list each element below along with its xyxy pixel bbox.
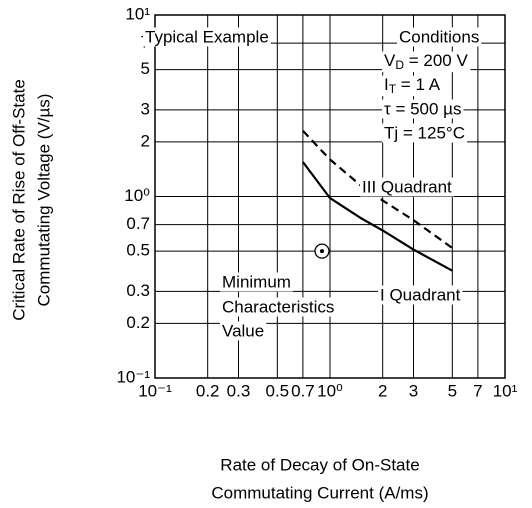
label-background: [360, 177, 455, 197]
label-background: [382, 99, 464, 119]
label-background: [382, 75, 443, 97]
label-background: [220, 297, 337, 317]
annotation: Tj = 125°C: [384, 123, 465, 142]
annotation-part: D: [395, 58, 404, 72]
annotation: Minimum: [222, 272, 291, 291]
label-background: [397, 27, 482, 47]
marks: [302, 130, 453, 272]
y-tick-label: 0.3: [126, 281, 150, 300]
x-tick-label: 0.5: [265, 381, 289, 400]
annotation: Typical Example: [145, 27, 269, 46]
annotation: IT = 1 A: [384, 75, 441, 96]
label-background: [382, 51, 471, 73]
label-background: [143, 27, 271, 47]
y-tick-label: 10⁻¹: [116, 367, 150, 386]
series-label: III Quadrant: [362, 177, 452, 196]
x-tick-label: 0.2: [196, 381, 220, 400]
y-axis-label: Critical Rate of Rise of Off-State: [9, 79, 28, 321]
y-tick-label: 5: [141, 59, 150, 78]
annotation-part: T: [389, 82, 397, 96]
annotation-part: V: [384, 51, 396, 70]
label-background: [382, 123, 467, 143]
series-label: I Quadrant: [380, 285, 461, 304]
annotation-part: = 1 A: [396, 75, 441, 94]
x-tick-label: 10⁻¹: [138, 381, 172, 400]
annotation: Conditions: [399, 27, 479, 46]
y-axis-label: Commutating Voltage (V/µs): [34, 94, 53, 307]
x-tick-label: 7: [473, 381, 482, 400]
y-tick-label: 10⁰: [124, 186, 150, 205]
annotation-part: = 200 V: [404, 51, 468, 70]
y-tick-label: 2: [141, 131, 150, 150]
x-tick-label: 10⁰: [317, 381, 343, 400]
label-background: [378, 285, 463, 305]
annotation: VD = 200 V: [384, 51, 468, 72]
y-tick-label: 0.7: [126, 214, 150, 233]
annotation: Value: [222, 321, 264, 340]
label-background: [220, 321, 267, 341]
label-background: [220, 272, 293, 292]
marker-dot: [319, 249, 324, 254]
x-tick-label: 5: [448, 381, 457, 400]
annotation: τ = 500 µs: [384, 99, 461, 118]
x-tick-label: 0.7: [291, 381, 315, 400]
y-tick-label: 10¹: [125, 4, 150, 23]
y-tick-label: 3: [141, 99, 150, 118]
x-tick-label: 10¹: [493, 381, 518, 400]
x-axis-label: Rate of Decay of On-State: [220, 455, 419, 474]
annotation-part: I: [384, 75, 389, 94]
plot-frame: [154, 14, 506, 379]
annotation: Characteristics: [222, 297, 334, 316]
series-line: [302, 161, 453, 272]
labels: Typical Example Conditions VD = 200 V IT…: [9, 27, 482, 502]
y-tick-label: 0.2: [126, 313, 150, 332]
x-tick-label: 3: [409, 381, 418, 400]
x-tick-label: 2: [378, 381, 387, 400]
x-tick-label: 0.3: [227, 381, 251, 400]
y-tick-label: 0.5: [126, 241, 150, 260]
x-axis-label: Commutating Current (A/ms): [211, 483, 428, 502]
